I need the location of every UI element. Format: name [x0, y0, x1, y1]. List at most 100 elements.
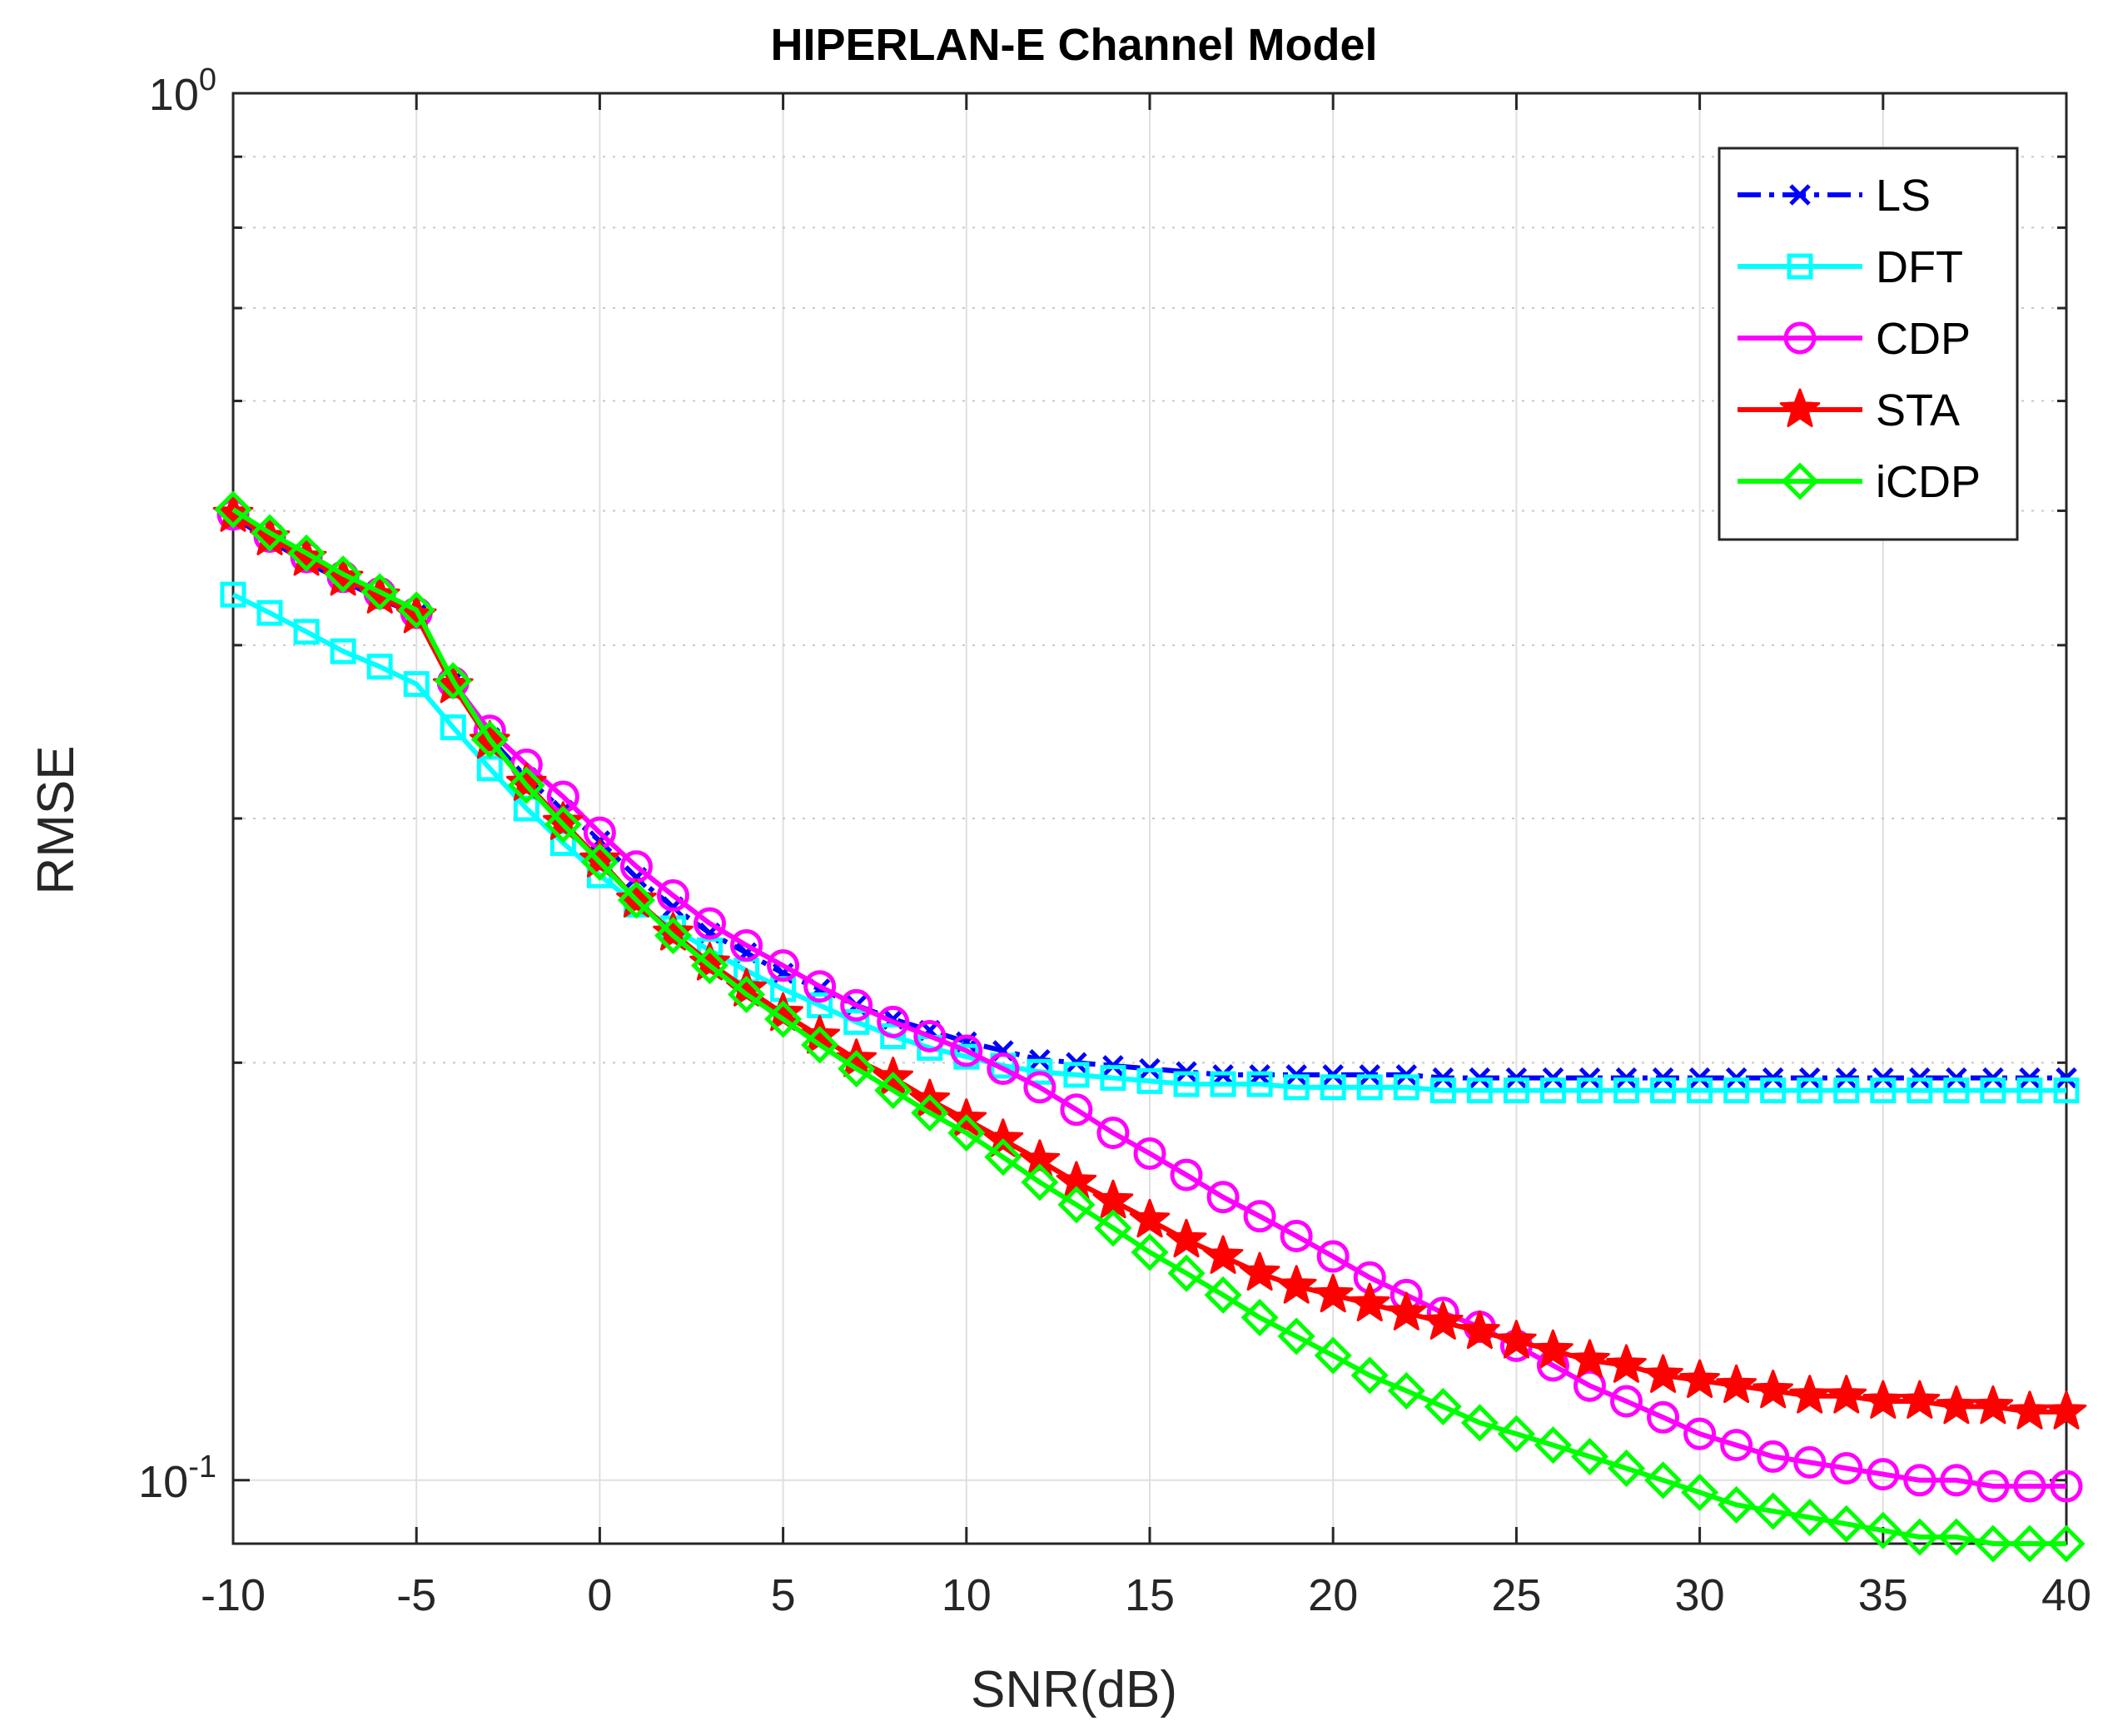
data-point-icdp	[434, 662, 472, 700]
data-point-icdp	[1864, 1511, 1902, 1549]
x-tick-label: -5	[396, 1570, 436, 1620]
data-point-icdp	[1387, 1371, 1425, 1410]
x-tick-label: 20	[1308, 1570, 1358, 1620]
data-point-icdp	[544, 805, 582, 843]
chart-title: HIPERLAN-E Channel Model	[770, 20, 1377, 70]
y-tick-base: 10	[138, 1457, 188, 1507]
data-point-dft	[1393, 1074, 1419, 1101]
data-point-sta	[1826, 1375, 1867, 1414]
data-point-icdp	[1570, 1437, 1609, 1475]
data-point-cdp	[1170, 1158, 1203, 1191]
data-point-cdp	[1757, 1440, 1790, 1473]
data-point-cdp	[1793, 1445, 1827, 1479]
data-point-icdp	[2011, 1525, 2049, 1563]
data-point-cdp	[730, 928, 763, 962]
data-point-dft	[293, 619, 320, 645]
data-point-cdp	[1573, 1369, 1606, 1402]
data-point-sta	[1459, 1310, 1500, 1350]
data-point-cdp	[1867, 1458, 1900, 1491]
data-point-cdp	[1610, 1385, 1643, 1418]
data-point-sta	[1092, 1179, 1134, 1219]
data-point-dft	[1870, 1077, 1897, 1104]
x-tick-label: 25	[1491, 1570, 1541, 1620]
data-point-sta	[1936, 1385, 1977, 1425]
data-point-icdp	[874, 1072, 912, 1110]
data-point-icdp	[690, 947, 729, 985]
data-point-sta	[1606, 1344, 1647, 1383]
data-point-dft	[2016, 1077, 2043, 1104]
data-point-icdp	[1827, 1505, 1866, 1543]
data-point-dft	[1356, 1074, 1383, 1101]
data-point-icdp	[1460, 1404, 1499, 1442]
data-point-sta	[1239, 1251, 1280, 1291]
data-point-sta	[1202, 1235, 1244, 1274]
legend-marker-sta	[1779, 388, 1821, 427]
data-point-sta	[1496, 1320, 1537, 1359]
y-tick-base: 10	[149, 70, 199, 120]
data-point-dft	[1943, 1077, 1970, 1104]
legend-item-ls: LS	[1738, 171, 1931, 221]
legend-item-sta: STA	[1738, 386, 1960, 435]
data-point-icdp	[1350, 1356, 1389, 1395]
y-tick-label: 100	[149, 62, 216, 120]
data-point-dft	[1797, 1077, 1823, 1104]
data-point-icdp	[1094, 1209, 1132, 1247]
data-point-sta	[1275, 1265, 1317, 1304]
data-point-dft	[1100, 1065, 1126, 1092]
x-tick-label: 5	[771, 1570, 796, 1620]
data-point-icdp	[764, 1000, 803, 1038]
data-point-cdp	[1647, 1400, 1680, 1434]
data-point-icdp	[801, 1026, 839, 1064]
data-point-dft	[1980, 1077, 2006, 1104]
data-point-sta	[2009, 1390, 2051, 1430]
data-point-sta	[1423, 1301, 1464, 1340]
data-point-dft	[1429, 1077, 1456, 1104]
data-point-cdp	[1903, 1464, 1936, 1497]
data-point-cdp	[694, 907, 727, 940]
data-point-sta	[1972, 1385, 2014, 1425]
data-point-cdp	[1830, 1451, 1863, 1485]
data-point-icdp	[728, 975, 766, 1013]
data-point-dft	[1027, 1058, 1053, 1085]
x-tick-label: 15	[1125, 1570, 1175, 1620]
data-point-icdp	[580, 843, 619, 882]
data-point-sta	[1862, 1380, 1904, 1419]
data-point-cdp	[1280, 1219, 1313, 1252]
x-tick-label: 30	[1675, 1570, 1725, 1620]
data-point-dft	[330, 638, 356, 664]
data-point-dft	[1136, 1067, 1163, 1094]
data-point-icdp	[1240, 1298, 1279, 1336]
data-point-sta	[1753, 1369, 1793, 1409]
data-point-cdp	[1060, 1093, 1093, 1127]
data-point-dft	[440, 714, 466, 741]
data-point-icdp	[1204, 1276, 1242, 1314]
data-point-cdp	[950, 1034, 983, 1067]
data-point-icdp	[287, 534, 326, 572]
legend-marker-cdp	[1783, 321, 1817, 355]
data-point-icdp	[1314, 1336, 1352, 1375]
data-point-dft	[2053, 1077, 2080, 1104]
data-point-icdp	[1167, 1254, 1206, 1292]
data-point-sta	[579, 838, 620, 878]
y-tick-exponent: 0	[199, 62, 216, 97]
data-point-icdp	[1718, 1485, 1756, 1524]
data-point-cdp	[1023, 1071, 1056, 1104]
data-point-icdp	[838, 1050, 876, 1088]
data-point-icdp	[1791, 1499, 1829, 1537]
data-point-icdp	[251, 514, 289, 552]
series-icdp	[214, 490, 2086, 1563]
data-point-icdp	[1937, 1518, 1976, 1556]
data-point-cdp	[1720, 1429, 1753, 1462]
data-point-sta	[1129, 1198, 1171, 1238]
data-point-icdp	[984, 1138, 1022, 1176]
data-point-icdp	[214, 490, 252, 529]
data-point-cdp	[2013, 1470, 2046, 1503]
data-point-sta	[1643, 1354, 1683, 1393]
data-point-cdp	[1133, 1137, 1166, 1170]
data-point-dft	[1283, 1074, 1310, 1101]
x-tick-label: 35	[1858, 1570, 1908, 1620]
data-point-cdp	[987, 1052, 1020, 1086]
data-point-cdp	[1683, 1417, 1717, 1450]
x-tick-label: 10	[942, 1570, 992, 1620]
